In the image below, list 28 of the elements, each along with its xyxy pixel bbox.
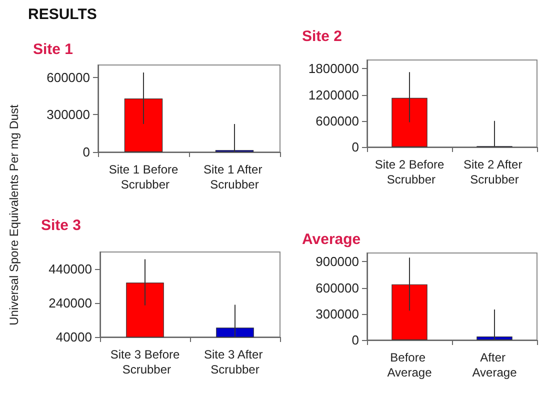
x-tick-label: Site 1 After Scrubber [203, 162, 266, 192]
y-tick-label: 300000 [46, 107, 90, 122]
x-tick-label: Site 1 Before Scrubber [108, 162, 179, 192]
y-tick-label: 600000 [316, 280, 359, 296]
y-tick-label: 240000 [48, 296, 92, 310]
y-tick-label: 0 [352, 332, 359, 348]
x-tick-label: Site 3 After Scrubber [204, 348, 266, 376]
y-tick-label: 600000 [46, 70, 90, 85]
x-tick-label: Before Average [387, 350, 432, 380]
y-tick-label: 0 [352, 140, 359, 154]
x-tick-label: Site 3 Before Scrubber [110, 348, 180, 376]
y-tick-label: 300000 [316, 306, 359, 322]
text: RESULTS [28, 6, 97, 23]
x-tick-label: Site 2 After Scrubber [463, 158, 526, 186]
y-tick-label: 440000 [48, 262, 92, 276]
chart-title: Average [302, 231, 361, 248]
y-tick-label: 900000 [316, 254, 359, 270]
chart-title: Site 2 [302, 28, 342, 45]
x-tick-label: Site 2 Before Scrubber [374, 158, 445, 186]
chart-title: Site 3 [41, 217, 82, 234]
y-tick-label: 1800000 [308, 61, 359, 76]
y-tick-label: 0 [82, 144, 90, 160]
y-tick-label: 1200000 [308, 87, 359, 102]
y-tick-label: 40000 [56, 330, 92, 344]
x-tick-label: After Average [472, 350, 518, 380]
chart-title: Site 1 [33, 41, 74, 58]
y-axis-title: Universal Spore Equivalents Per mg Dust [7, 104, 21, 326]
y-tick-label: 600000 [316, 113, 359, 128]
